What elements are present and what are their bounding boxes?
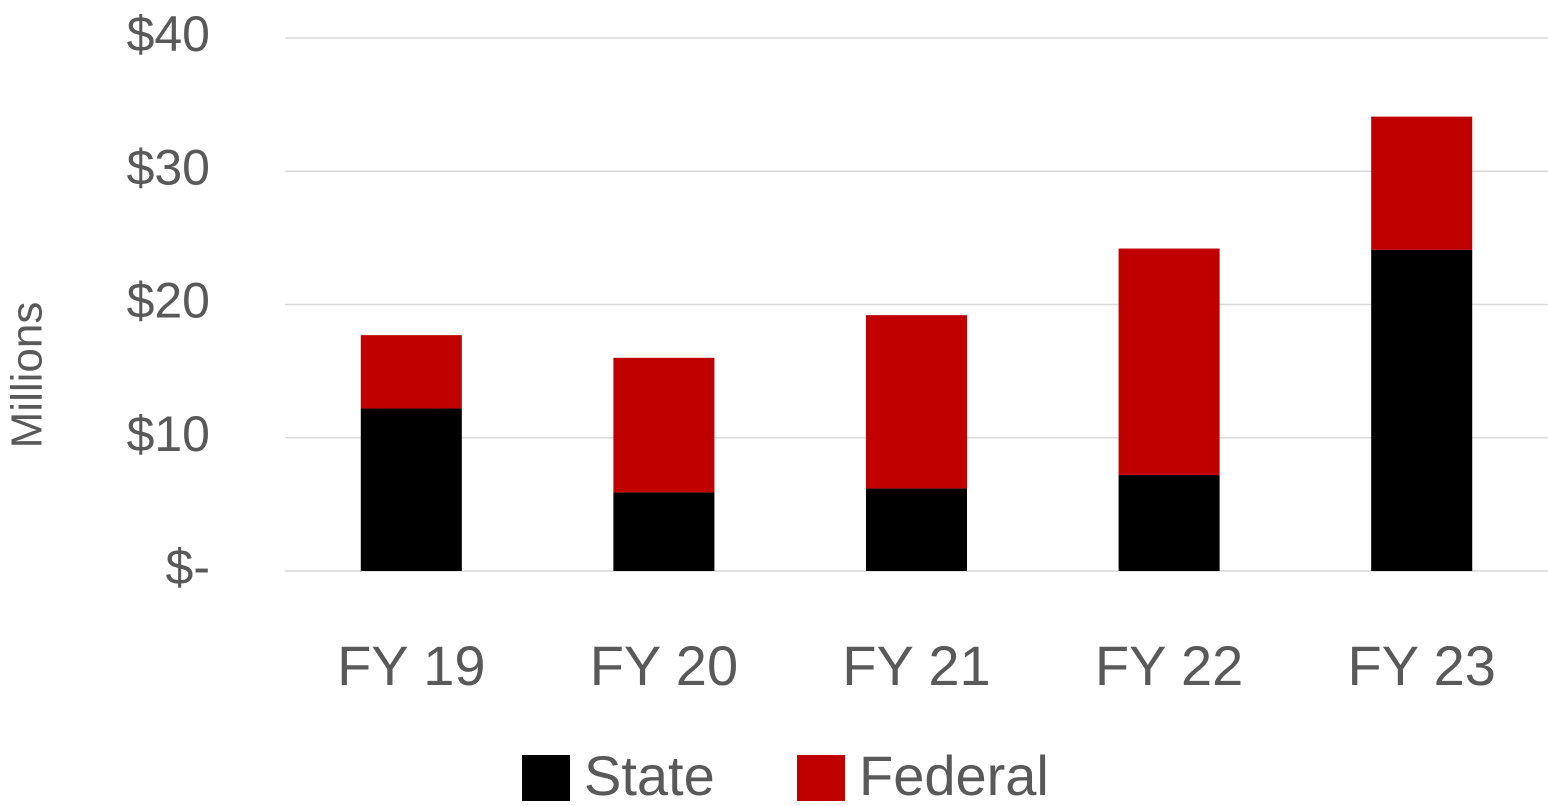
y-tick-label: $30 [127, 139, 210, 195]
x-tick-label: FY 19 [337, 634, 485, 697]
y-tick-label: $- [166, 539, 210, 595]
y-tick-label: $10 [127, 406, 210, 462]
bar-segment [1371, 116, 1473, 250]
legend-label: State [584, 744, 715, 806]
x-tick-label: FY 23 [1347, 634, 1495, 697]
legend-label: Federal [859, 744, 1049, 806]
bar-segment [1371, 249, 1473, 571]
y-axis-label: Millions [3, 302, 52, 449]
legend-swatch [797, 755, 845, 801]
bar-segment [613, 357, 715, 493]
bar-segment [1118, 248, 1220, 476]
legend-swatch [522, 755, 570, 801]
x-tick-label: FY 20 [590, 634, 738, 697]
bar-segment [865, 488, 968, 571]
bar-segment [613, 492, 715, 571]
x-tick-label: FY 21 [842, 634, 990, 697]
bar-segment [360, 408, 462, 571]
bar-segment [865, 315, 968, 489]
x-tick-label: FY 22 [1095, 634, 1243, 697]
bar-segment [360, 335, 462, 409]
y-tick-label: $20 [127, 273, 210, 329]
bar-segment [1118, 475, 1220, 571]
y-tick-label: $40 [127, 6, 210, 62]
